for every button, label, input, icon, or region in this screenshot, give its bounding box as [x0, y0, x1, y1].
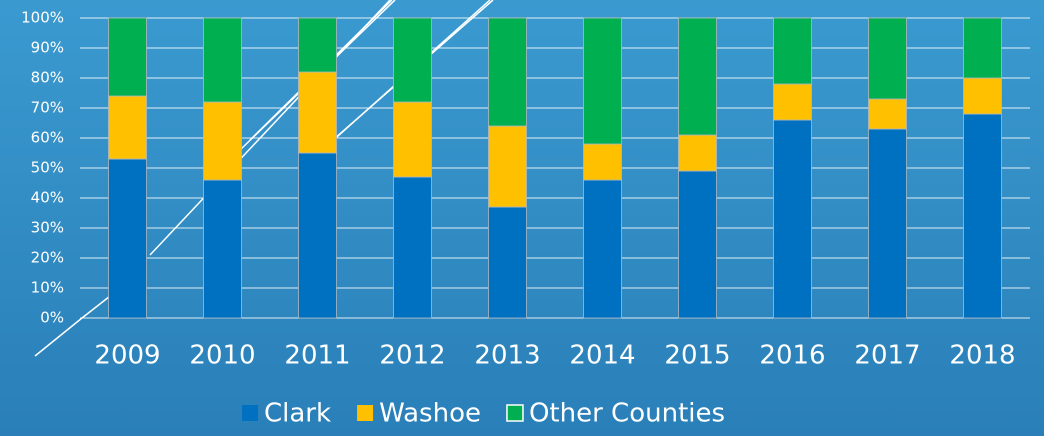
bar-segment: [203, 179, 242, 319]
y-tick-label: 90%: [31, 39, 64, 57]
bar-segment: [108, 95, 147, 160]
bar-segment: [868, 128, 907, 319]
x-tick-label: 2012: [379, 341, 445, 371]
bar-segment: [583, 143, 622, 181]
legend-swatch: [242, 405, 258, 421]
x-tick-label: 2010: [189, 341, 255, 371]
x-tick-label: 2014: [569, 341, 635, 371]
bar-segment: [773, 83, 812, 121]
y-tick-label: 70%: [31, 99, 64, 117]
bar-segment: [868, 17, 907, 100]
y-tick-label: 30%: [31, 219, 64, 237]
bar-segment: [773, 119, 812, 319]
bar-segment: [488, 206, 527, 319]
x-tick-label: 2017: [854, 341, 920, 371]
bar-segment: [393, 101, 432, 178]
bar-segment: [488, 17, 527, 127]
bar-segment: [963, 113, 1002, 319]
y-tick-label: 20%: [31, 249, 64, 267]
x-tick-label: 2018: [949, 341, 1015, 371]
bar-segment: [678, 17, 717, 136]
x-tick-label: 2013: [474, 341, 540, 371]
y-tick-label: 40%: [31, 189, 64, 207]
legend-label: Washoe: [379, 399, 481, 429]
bar-segment: [583, 17, 622, 145]
bar-segment: [488, 125, 527, 208]
bar-segment: [298, 152, 337, 319]
legend-label: Other Counties: [529, 399, 725, 429]
bar-segment: [298, 71, 337, 154]
bar-segment: [963, 17, 1002, 79]
bar-segment: [678, 134, 717, 172]
bar-segment: [868, 98, 907, 130]
bar-segment: [583, 179, 622, 319]
y-tick-label: 10%: [31, 279, 64, 297]
bar-segment: [108, 17, 147, 97]
y-tick-label: 60%: [31, 129, 64, 147]
bar-segment: [678, 170, 717, 319]
y-tick-label: 0%: [40, 309, 64, 327]
legend-swatch: [506, 404, 524, 422]
y-tick-label: 50%: [31, 159, 64, 177]
bar-segment: [773, 17, 812, 85]
x-tick-label: 2015: [664, 341, 730, 371]
x-tick-label: 2009: [94, 341, 160, 371]
legend-label: Clark: [264, 399, 331, 429]
bar-segment: [203, 101, 242, 181]
bar-segment: [963, 77, 1002, 115]
bar-segment: [108, 158, 147, 319]
legend-swatch: [357, 405, 374, 421]
y-tick-label: 100%: [21, 9, 64, 27]
x-tick-label: 2016: [759, 341, 825, 371]
x-tick-label: 2011: [284, 341, 350, 371]
bar-segment: [203, 17, 242, 103]
y-tick-label: 80%: [31, 69, 64, 87]
bar-segment: [393, 176, 432, 319]
bar-segment: [393, 17, 432, 103]
bar-segment: [298, 17, 337, 73]
